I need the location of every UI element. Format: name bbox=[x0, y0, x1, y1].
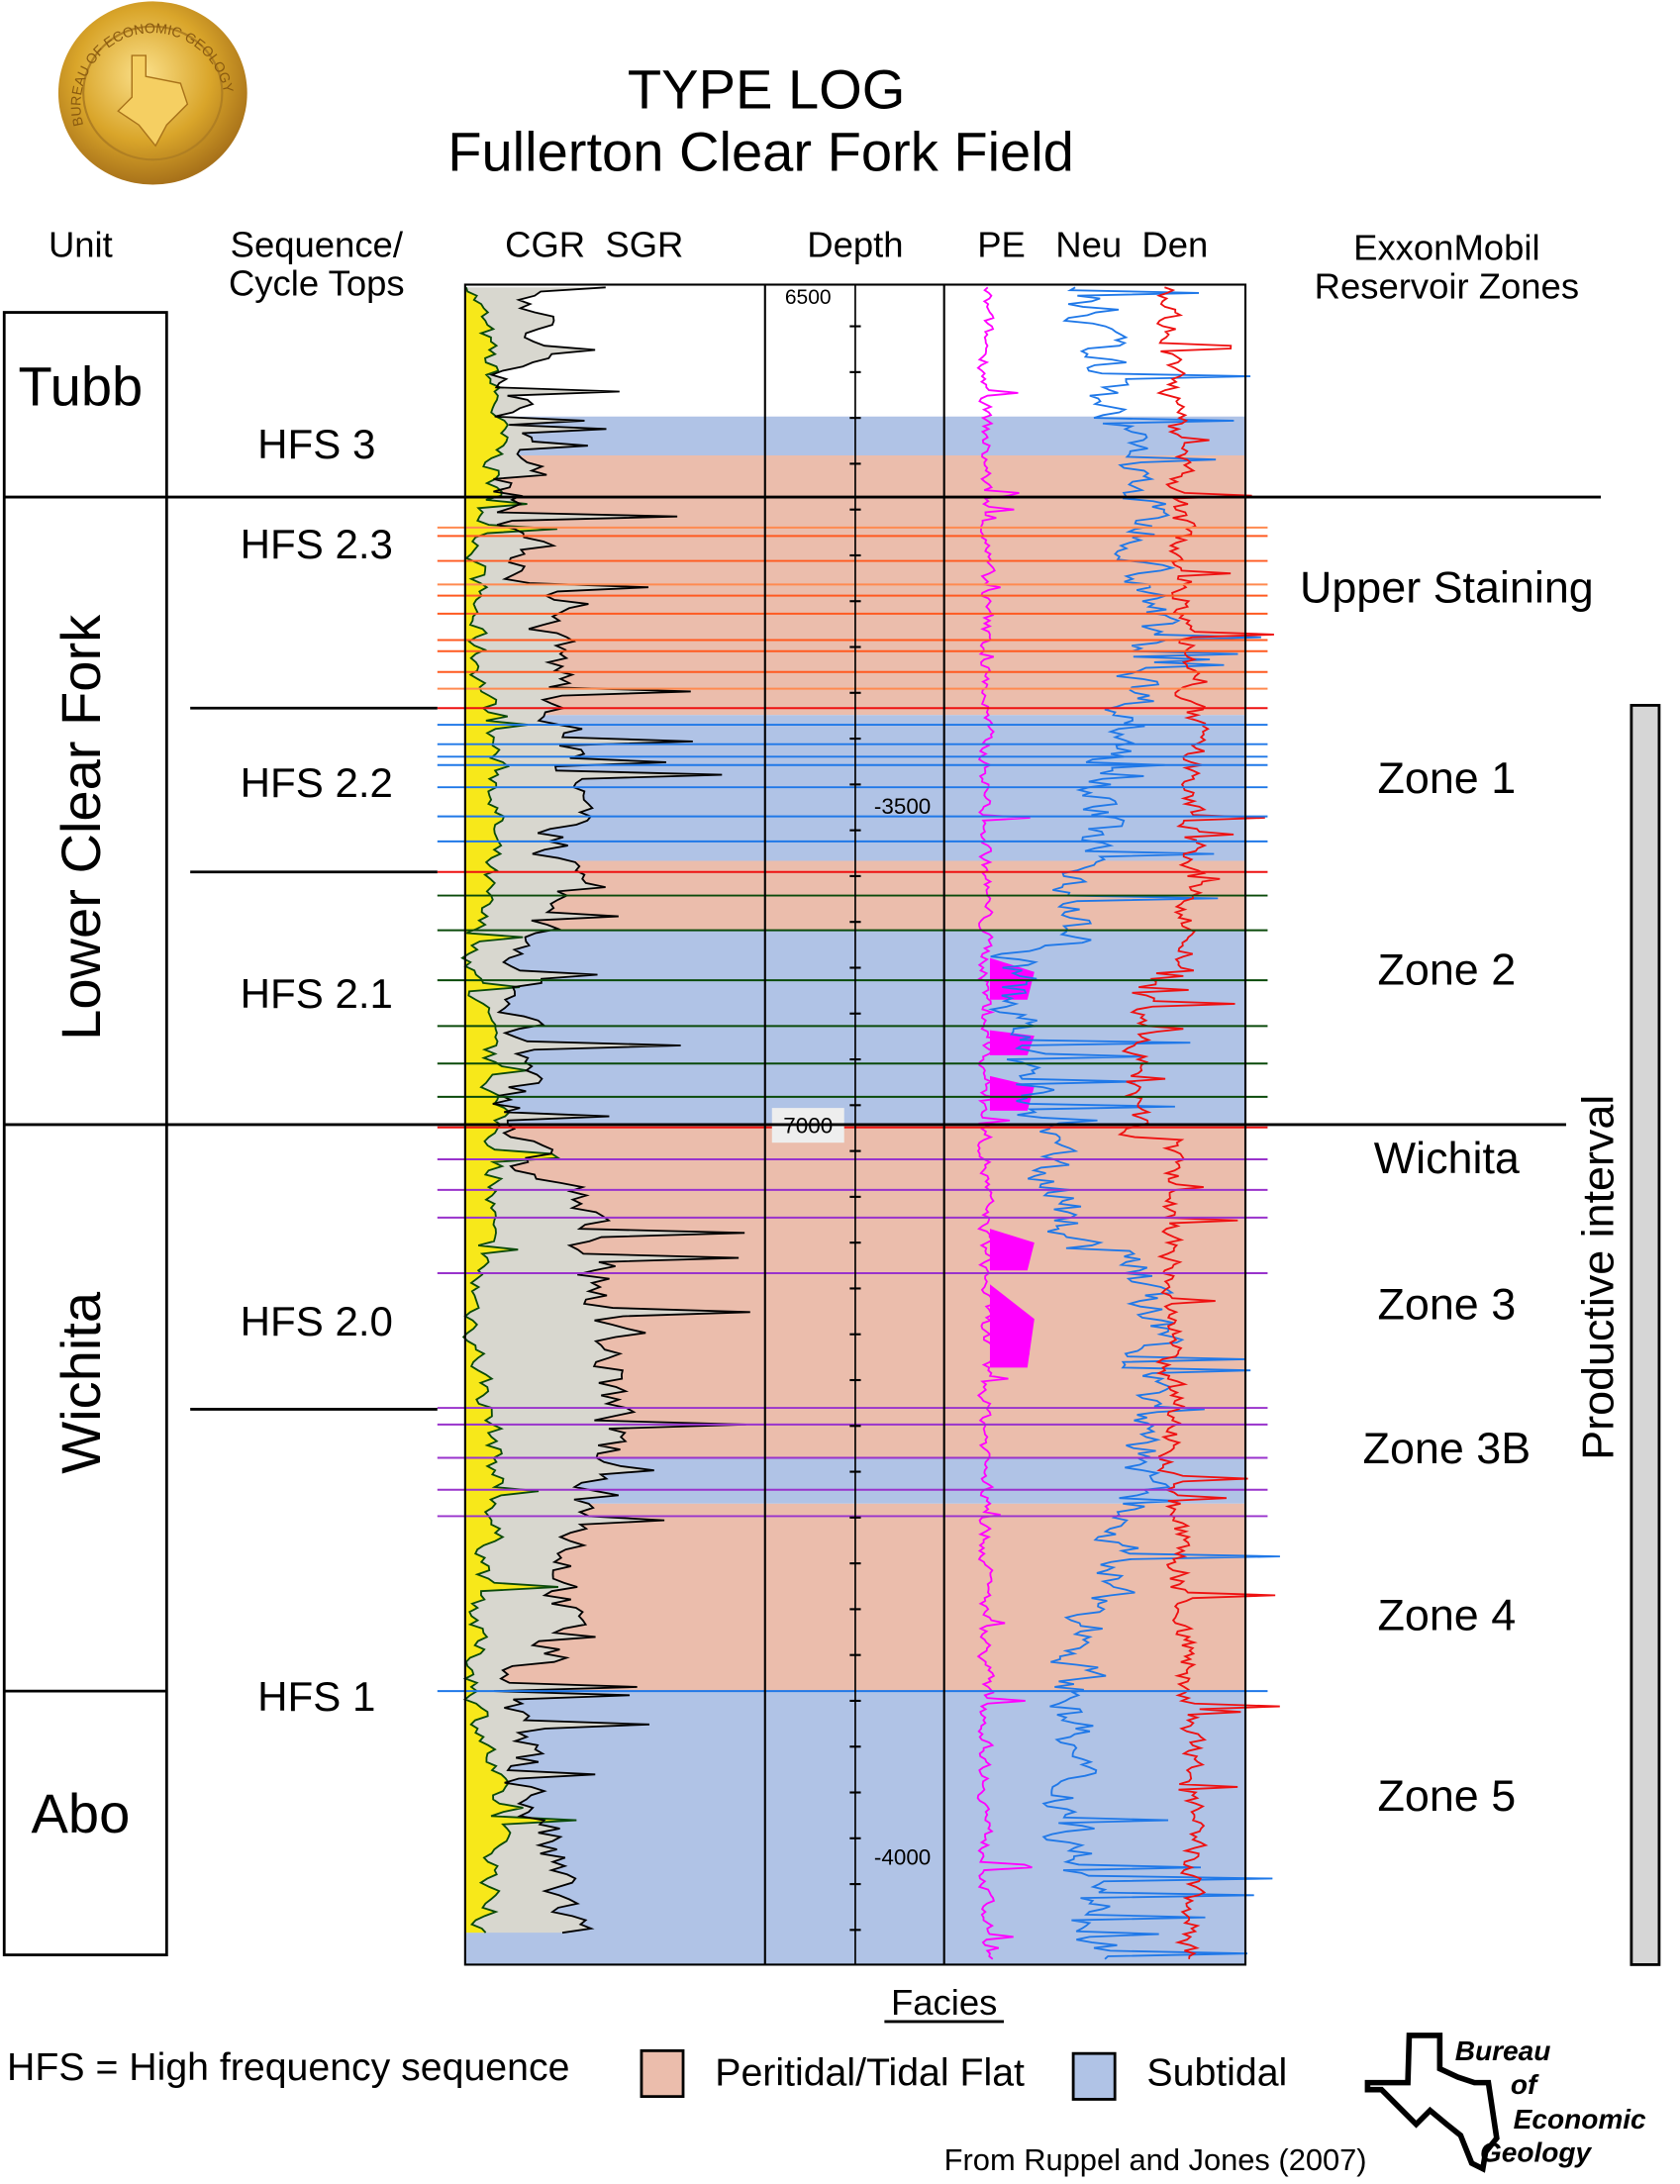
header-zones-2: Reservoir Zones bbox=[1315, 266, 1579, 307]
legend-swatch-subtidal bbox=[1071, 2051, 1117, 2101]
logo-of: of bbox=[1511, 2069, 1539, 2100]
legend-label-subtidal: Subtidal bbox=[1146, 2050, 1287, 2094]
zone-upper-staining: Upper Staining bbox=[1300, 562, 1594, 613]
header-sequence-2: Cycle Tops bbox=[229, 263, 405, 304]
cycle-top-lines bbox=[437, 526, 1268, 1693]
logo-economic: Economic bbox=[1514, 2104, 1646, 2134]
beg-seal-logo: BUREAU OF ECONOMIC GEOLOGY bbox=[57, 1, 247, 185]
sequence-hfs-2-0: HFS 2.0 bbox=[241, 1298, 393, 1344]
pe-fill bbox=[989, 1284, 1035, 1368]
productive-interval-label: Productive interval bbox=[1573, 1095, 1624, 1460]
header-porosity: PE Neu Den bbox=[977, 224, 1208, 264]
zone-5: Zone 5 bbox=[1378, 1770, 1517, 1821]
legend-swatch-peritidal bbox=[640, 2048, 685, 2099]
legend-label-peritidal: Peritidal/Tidal Flat bbox=[715, 2050, 1025, 2094]
depth-label-minus4000: -4000 bbox=[874, 1844, 931, 1869]
unit-boundaries bbox=[4, 495, 1602, 1411]
zone-3b: Zone 3B bbox=[1363, 1423, 1532, 1473]
zone-4: Zone 4 bbox=[1378, 1589, 1517, 1639]
title-line2: Fullerton Clear Fork Field bbox=[447, 120, 1074, 182]
header-unit: Unit bbox=[49, 224, 113, 264]
zone-1: Zone 1 bbox=[1378, 752, 1517, 803]
header-zones-1: ExxonMobil bbox=[1353, 227, 1539, 267]
sequence-hfs-2-3: HFS 2.3 bbox=[241, 521, 393, 567]
logo-geology: Geology bbox=[1480, 2137, 1593, 2168]
depth-label-minus3500: -3500 bbox=[874, 794, 931, 819]
sgr-fill bbox=[464, 287, 750, 1934]
sequence-hfs-3: HFS 3 bbox=[257, 421, 375, 467]
zone-2: Zone 2 bbox=[1378, 943, 1517, 994]
unit-tubb: Tubb bbox=[19, 355, 144, 418]
credit: From Ruppel and Jones (2007) bbox=[944, 2142, 1367, 2177]
depth-label-6500: 6500 bbox=[785, 286, 832, 309]
unit-lower-clear-fork: Lower Clear Fork bbox=[49, 614, 112, 1041]
unit-column bbox=[2, 311, 168, 1957]
unit-abo: Abo bbox=[31, 1782, 130, 1844]
title-line1: TYPE LOG bbox=[628, 57, 905, 120]
sequence-hfs-2-2: HFS 2.2 bbox=[241, 759, 393, 806]
header-gr: CGR SGR bbox=[505, 224, 683, 264]
facies-title: Facies bbox=[891, 1982, 997, 2023]
sequence-hfs-1: HFS 1 bbox=[257, 1673, 375, 1720]
zone-3: Zone 3 bbox=[1378, 1278, 1517, 1329]
sequence-hfs-2-1: HFS 2.1 bbox=[241, 970, 393, 1017]
hfs-note: HFS = High frequency sequence bbox=[7, 2045, 569, 2089]
zone-wichita: Wichita bbox=[1374, 1133, 1520, 1183]
productive-interval-bar bbox=[1630, 704, 1661, 1966]
header-sequence-1: Sequence/ bbox=[231, 224, 404, 264]
logo-bureau: Bureau bbox=[1455, 2035, 1551, 2066]
beg-texas-logo: Bureau of Economic Geology bbox=[1364, 2033, 1646, 2173]
header-depth: Depth bbox=[807, 224, 903, 264]
unit-wichita: Wichita bbox=[49, 1291, 112, 1474]
